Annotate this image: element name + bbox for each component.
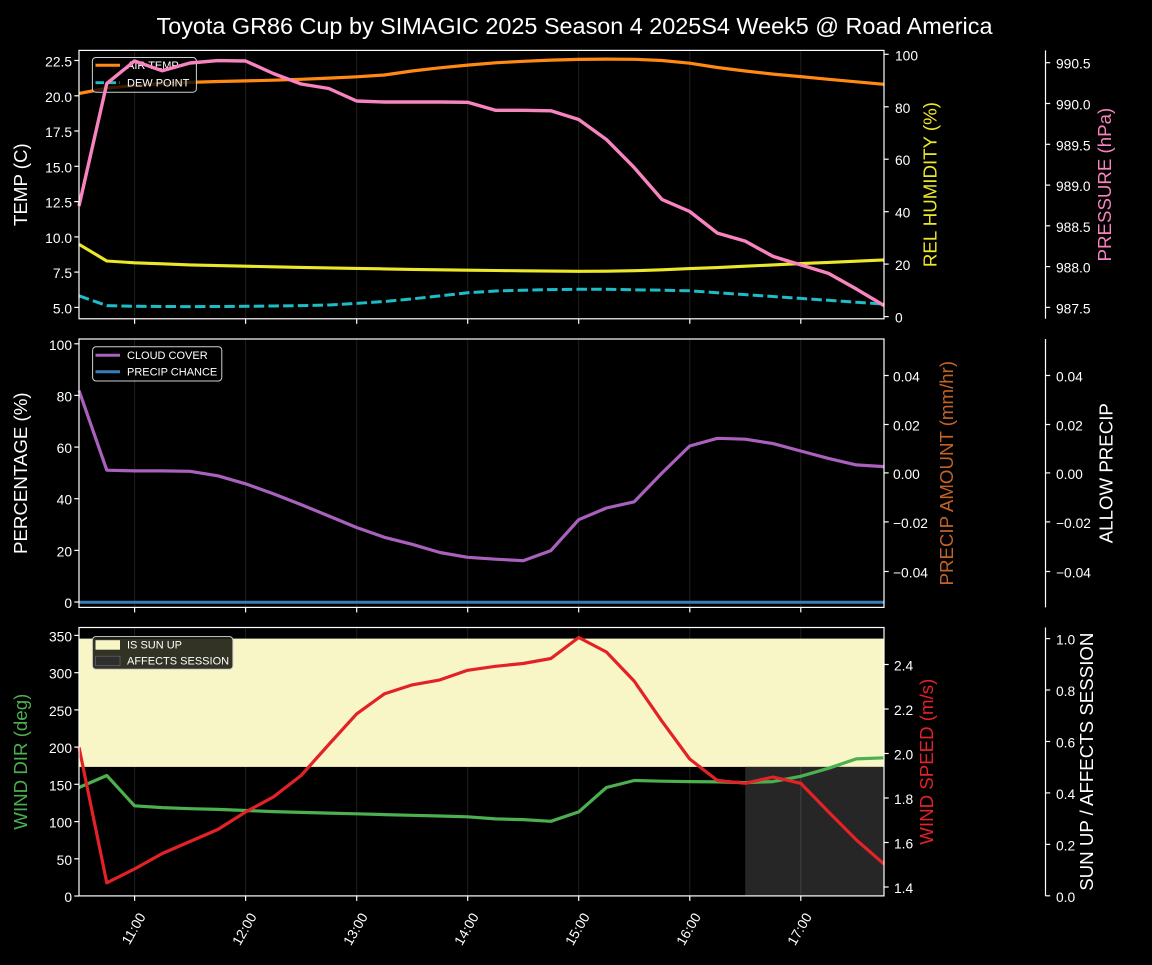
svg-text:987.5: 987.5 <box>1056 301 1091 316</box>
svg-text:0.00: 0.00 <box>893 467 920 482</box>
svg-text:5.0: 5.0 <box>53 301 73 316</box>
svg-text:IS SUN UP: IS SUN UP <box>127 640 182 652</box>
svg-text:350: 350 <box>49 629 72 644</box>
svg-text:20.0: 20.0 <box>45 90 72 105</box>
svg-text:100: 100 <box>49 338 72 353</box>
svg-text:0.4: 0.4 <box>1056 787 1076 802</box>
svg-text:80: 80 <box>895 101 911 116</box>
svg-text:60: 60 <box>57 441 73 456</box>
svg-text:250: 250 <box>49 704 72 719</box>
svg-text:0.02: 0.02 <box>1056 419 1083 434</box>
svg-text:988.5: 988.5 <box>1056 220 1091 235</box>
svg-text:40: 40 <box>57 493 73 508</box>
svg-text:12.5: 12.5 <box>45 196 72 211</box>
svg-text:0.02: 0.02 <box>893 419 920 434</box>
svg-text:989.5: 989.5 <box>1056 138 1091 153</box>
svg-text:2.4: 2.4 <box>894 659 914 674</box>
svg-text:AFFECTS SESSION: AFFECTS SESSION <box>127 656 229 668</box>
svg-text:0: 0 <box>64 890 72 905</box>
svg-text:1.8: 1.8 <box>894 792 914 807</box>
svg-text:−0.02: −0.02 <box>893 516 928 531</box>
svg-text:2.0: 2.0 <box>894 748 914 763</box>
svg-text:0: 0 <box>895 311 903 326</box>
svg-text:CLOUD COVER: CLOUD COVER <box>127 350 208 362</box>
svg-text:15.0: 15.0 <box>45 160 72 175</box>
svg-text:SUN UP / AFFECTS SESSION: SUN UP / AFFECTS SESSION <box>1076 633 1097 891</box>
svg-text:989.0: 989.0 <box>1056 179 1091 194</box>
svg-text:2.2: 2.2 <box>894 703 913 718</box>
svg-text:1.6: 1.6 <box>894 837 914 852</box>
svg-text:80: 80 <box>57 389 73 404</box>
svg-text:150: 150 <box>49 778 72 793</box>
svg-text:300: 300 <box>49 667 72 682</box>
svg-text:WIND DIR (deg): WIND DIR (deg) <box>10 694 31 830</box>
svg-text:0.8: 0.8 <box>1056 684 1076 699</box>
svg-text:20: 20 <box>895 258 911 273</box>
svg-text:PRECIP CHANCE: PRECIP CHANCE <box>127 367 217 379</box>
svg-text:0.04: 0.04 <box>1056 370 1083 385</box>
svg-text:990.0: 990.0 <box>1056 98 1091 113</box>
svg-text:40: 40 <box>895 206 911 221</box>
svg-text:200: 200 <box>49 741 72 756</box>
svg-text:−0.04: −0.04 <box>1056 566 1091 581</box>
svg-text:−0.02: −0.02 <box>1056 516 1091 531</box>
svg-text:20: 20 <box>57 544 73 559</box>
svg-text:Toyota GR86 Cup by SIMAGIC 202: Toyota GR86 Cup by SIMAGIC 2025 Season 4… <box>157 13 994 39</box>
svg-text:988.0: 988.0 <box>1056 261 1091 276</box>
svg-text:100: 100 <box>49 816 72 831</box>
svg-text:PRESSURE (hPa): PRESSURE (hPa) <box>1094 108 1115 262</box>
svg-text:PERCENTAGE (%): PERCENTAGE (%) <box>10 392 31 554</box>
svg-text:0.2: 0.2 <box>1056 838 1075 853</box>
svg-text:100: 100 <box>895 48 918 63</box>
svg-text:50: 50 <box>57 853 73 868</box>
svg-text:WIND SPEED (m/s): WIND SPEED (m/s) <box>916 679 937 845</box>
svg-text:990.5: 990.5 <box>1056 57 1091 72</box>
svg-text:0.0: 0.0 <box>1056 890 1076 905</box>
svg-text:22.5: 22.5 <box>45 55 72 70</box>
svg-text:REL HUMIDITY (%): REL HUMIDITY (%) <box>919 102 940 267</box>
svg-text:1.0: 1.0 <box>1056 633 1076 648</box>
svg-text:−0.04: −0.04 <box>893 566 928 581</box>
svg-text:7.5: 7.5 <box>53 266 73 281</box>
svg-text:0.04: 0.04 <box>893 370 920 385</box>
svg-text:10.0: 10.0 <box>45 231 72 246</box>
svg-text:0: 0 <box>64 596 72 611</box>
svg-text:TEMP (C): TEMP (C) <box>10 143 31 226</box>
svg-text:0.6: 0.6 <box>1056 736 1076 751</box>
svg-text:DEW POINT: DEW POINT <box>127 78 190 90</box>
svg-text:1.4: 1.4 <box>894 881 914 896</box>
svg-text:0.00: 0.00 <box>1056 467 1083 482</box>
svg-text:PRECIP AMOUNT (mm/hr): PRECIP AMOUNT (mm/hr) <box>936 361 957 586</box>
svg-text:ALLOW PRECIP: ALLOW PRECIP <box>1095 403 1116 543</box>
svg-text:60: 60 <box>895 153 911 168</box>
svg-text:17.5: 17.5 <box>45 125 72 140</box>
